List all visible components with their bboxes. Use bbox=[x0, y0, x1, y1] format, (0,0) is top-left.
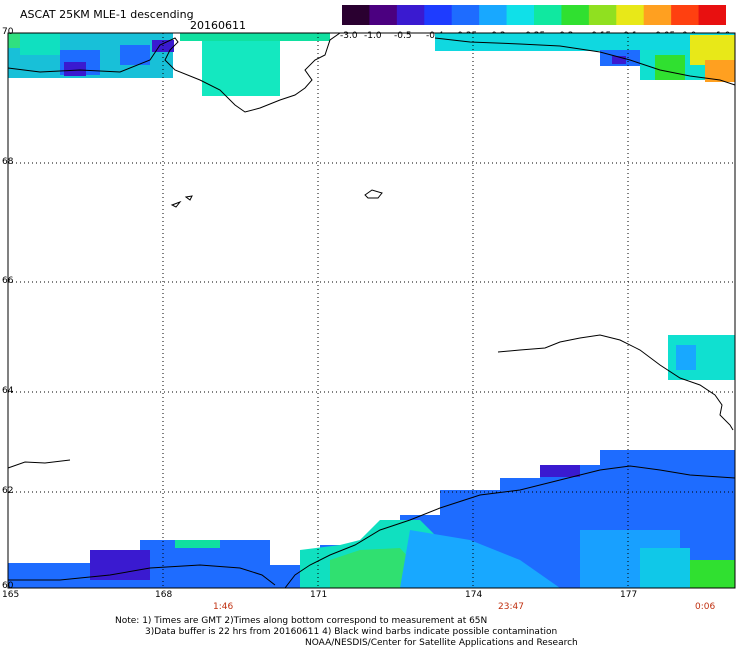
colorbar-swatch bbox=[588, 5, 617, 25]
colorbar-swatch bbox=[643, 5, 672, 25]
lat-label: 68 bbox=[2, 157, 14, 167]
colorbar-swatch bbox=[534, 5, 562, 25]
note-line-1: Note: 1) Times are GMT 2)Times along bot… bbox=[115, 616, 488, 626]
time-label: 1:46 bbox=[213, 602, 234, 612]
colorbar-swatch bbox=[616, 5, 645, 25]
colorbar-swatch bbox=[479, 5, 508, 25]
colorbar-label: -0.5 bbox=[394, 31, 412, 41]
lat-label: 62 bbox=[2, 486, 14, 496]
colorbar-swatch bbox=[698, 5, 727, 25]
swath-top-middle bbox=[180, 33, 330, 96]
lat-label: 64 bbox=[2, 386, 14, 396]
colorbar-swatch bbox=[561, 5, 590, 25]
swath-right-middle bbox=[668, 335, 735, 380]
swath-bottom bbox=[8, 450, 735, 588]
colorbar-swatch bbox=[396, 5, 425, 25]
lon-label: 171 bbox=[310, 590, 328, 600]
time-label: 23:47 bbox=[498, 602, 524, 612]
note-line-3: NOAA/NESDIS/Center for Satellite Applica… bbox=[305, 638, 578, 648]
colorbar-swatch bbox=[342, 5, 370, 25]
lat-label: 60 bbox=[2, 581, 14, 591]
colorbar-swatches bbox=[342, 5, 727, 25]
note-line-2: 3)Data buffer is 22 hrs from 20160611 4)… bbox=[145, 627, 558, 637]
map-border bbox=[7, 32, 736, 589]
colorbar-swatch bbox=[506, 5, 535, 25]
lon-label: 168 bbox=[155, 590, 173, 600]
colorbar-swatch bbox=[424, 5, 453, 25]
lon-label: 174 bbox=[465, 590, 483, 600]
colorbar-swatch bbox=[369, 5, 398, 25]
lon-label: 165 bbox=[2, 590, 20, 600]
colorbar-label: -1.0 bbox=[364, 31, 382, 41]
swath-top-right bbox=[435, 33, 735, 82]
map-title: ASCAT 25KM MLE-1 descending bbox=[20, 8, 194, 21]
map-date: 20160611 bbox=[190, 19, 246, 32]
coastlines bbox=[7, 32, 736, 589]
colorbar-swatch bbox=[451, 5, 480, 25]
colorbar-label: -3.0 bbox=[340, 31, 358, 41]
time-label: 0:06 bbox=[695, 602, 716, 612]
lat-label: 70 bbox=[2, 27, 14, 37]
colorbar-swatch bbox=[671, 5, 700, 25]
colorbar-label: -0.4 bbox=[426, 31, 444, 41]
lat-label: 66 bbox=[2, 276, 14, 286]
lon-label: 177 bbox=[620, 590, 638, 600]
